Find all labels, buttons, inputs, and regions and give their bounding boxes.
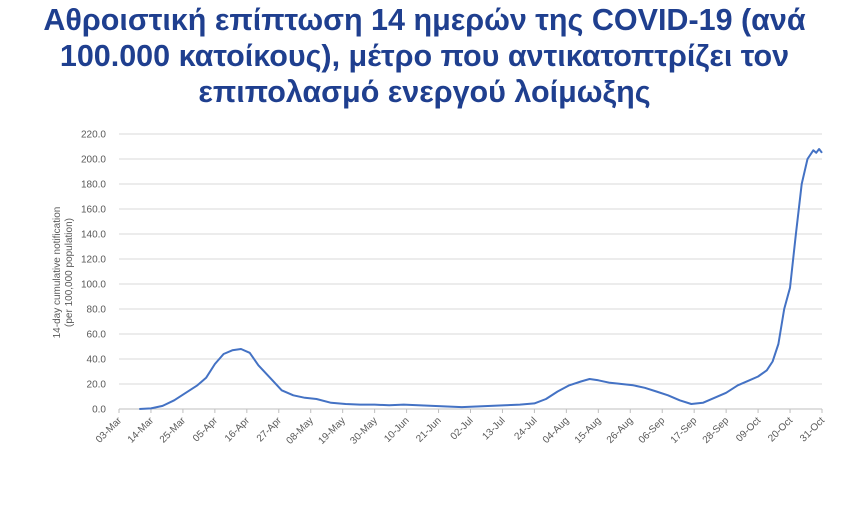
x-tick-label: 16-Apr [223,415,252,444]
x-tick-label: 05-Apr [191,415,220,444]
x-tick-label: 13-Jul [481,415,508,442]
y-axis-label: 14-day cumulative notification (per 100,0… [52,207,75,339]
x-tick-label: 20-Oct [766,415,795,444]
x-tick-label: 28-Sep [701,415,732,446]
y-tick-label: 220.0 [81,130,106,141]
x-tick-label: 27-Apr [255,415,284,444]
x-tick-label: 09-Oct [734,415,763,444]
chart-title-line-2: 100.000 κατοίκους), μέτρο που αντικατοπτ… [59,39,790,73]
y-tick-label: 200.0 [81,155,106,166]
x-tick-label: 24-Jul [512,415,539,442]
x-tick-label: 10-Jun [382,415,411,444]
x-tick-label: 25-Mar [158,415,189,446]
x-tick-label: 15-Aug [573,415,604,446]
x-tick-label: 06-Sep [637,415,668,446]
gridlines [119,133,822,385]
y-tick-label: 0.0 [92,405,106,416]
x-tick-label: 14-Mar [126,415,157,446]
y-axis-label-line: (per 100,000 population) [64,218,75,327]
x-tick-label: 19-May [316,415,347,446]
y-tick-label: 160.0 [81,205,106,216]
y-tick-label: 60.0 [87,330,107,341]
x-tick-label: 08-May [284,415,315,446]
y-tick-label: 100.0 [81,280,106,291]
x-axis-ticks: 03-Mar 14-Mar 25-Mar 05-Apr 16-Apr 27-Apr 08-M… [94,409,827,447]
y-tick-label: 120.0 [81,255,106,266]
y-axis-ticks: 0.0 20.0 40.0 60.0 80.0 100.0 120.0 140.0 160.0 1… [81,130,106,416]
series-line [139,148,823,410]
y-tick-label: 80.0 [87,305,107,316]
x-tick-label: 04-Aug [541,415,572,446]
y-axis-label-line: 14-day cumulative notification [52,207,63,339]
y-tick-label: 20.0 [87,380,107,391]
x-tick-label: 31-Oct [798,415,827,444]
x-tick-label: 26-Aug [605,415,636,446]
x-tick-label: 02-Jul [449,415,476,442]
x-tick-label: 21-Jun [414,415,443,444]
y-tick-label: 40.0 [87,355,107,366]
x-tick-label: 03-Mar [94,415,125,446]
x-tick-label: 30-May [348,415,379,446]
y-tick-label: 140.0 [81,230,106,241]
x-tick-label: 17-Sep [669,415,700,446]
chart-title: Αθροιστική επίπτωση 14 ημερών της COVID-… [0,2,849,110]
y-tick-label: 180.0 [81,180,106,191]
chart-title-line-3: επιπολασμό ενεργού λοίμωξης [198,75,651,109]
chart-title-line-1: Αθροιστική επίπτωση 14 ημερών της COVID-… [43,3,806,37]
